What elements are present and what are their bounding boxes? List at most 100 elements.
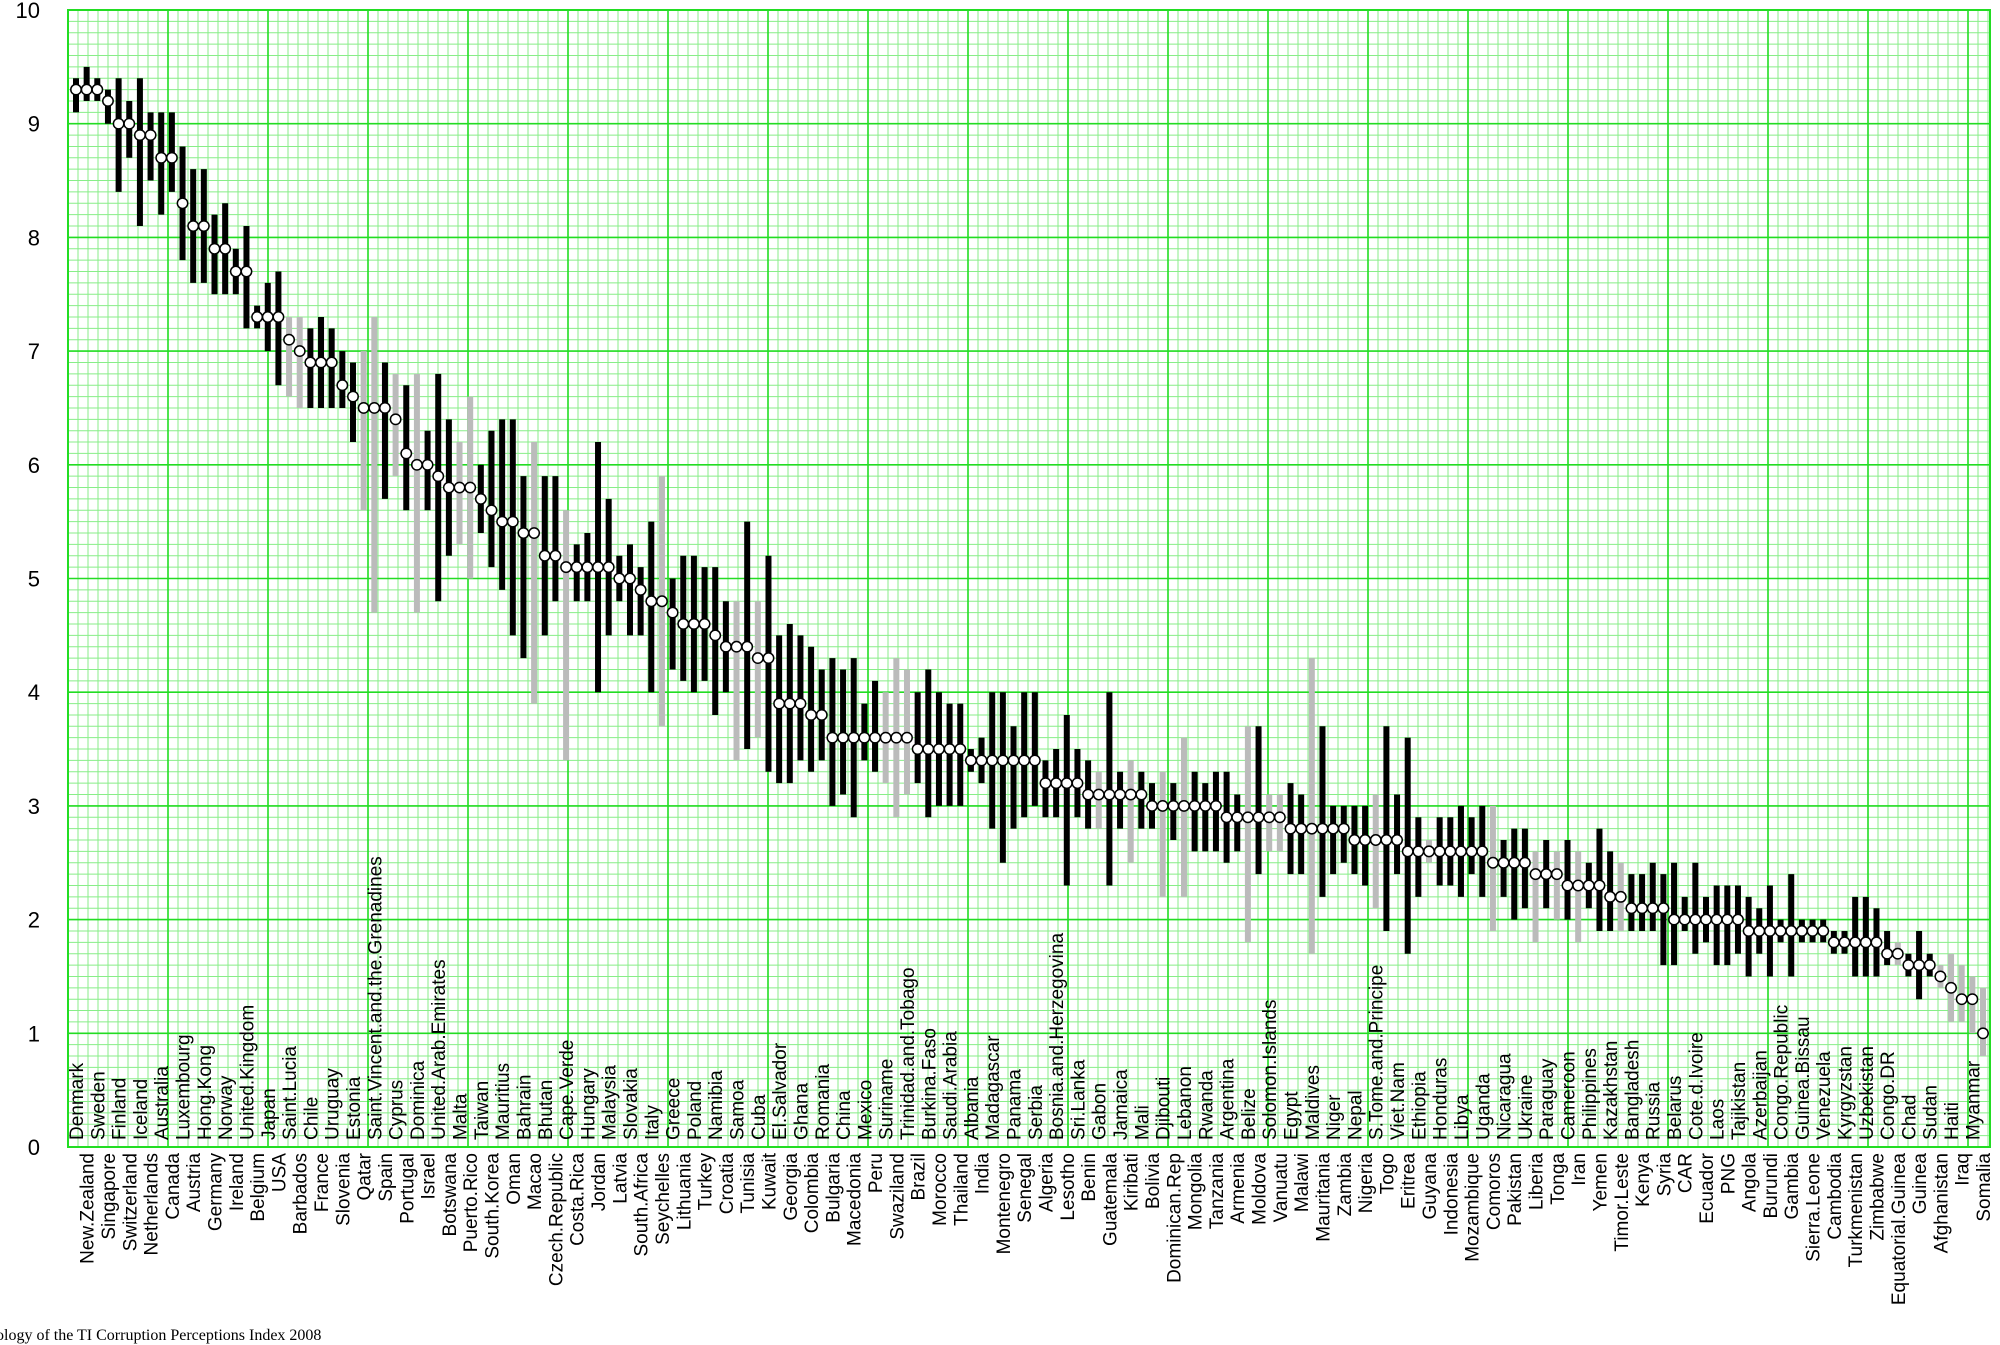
score-marker xyxy=(1220,811,1233,824)
score-marker xyxy=(102,95,114,107)
score-marker xyxy=(1902,959,1915,972)
country-label: PNG xyxy=(1718,1153,1739,1194)
country-label: Mauritania xyxy=(1313,1153,1334,1242)
score-marker xyxy=(1369,834,1382,846)
y-tick-label: 8 xyxy=(28,225,40,250)
score-marker xyxy=(1263,811,1276,824)
score-markers xyxy=(70,83,1989,1040)
country-label: Burkina.Faso xyxy=(919,1028,940,1140)
y-tick-label: 6 xyxy=(28,453,40,478)
score-marker xyxy=(400,447,413,460)
country-label: Italy xyxy=(642,1105,663,1140)
country-label: Bolivia xyxy=(1143,1153,1164,1209)
score-marker xyxy=(442,481,455,494)
country-label: India xyxy=(973,1153,994,1195)
country-label: Kazakhstan xyxy=(1601,1041,1622,1140)
score-marker xyxy=(1178,799,1190,812)
score-marker xyxy=(730,640,743,653)
country-label: Cape.Verde xyxy=(557,1040,578,1140)
score-marker xyxy=(890,731,903,744)
score-marker xyxy=(858,731,871,744)
score-marker xyxy=(123,117,136,130)
country-label: Nepal xyxy=(1345,1090,1366,1140)
y-tick-label: 1 xyxy=(28,1021,40,1046)
score-marker xyxy=(1742,925,1755,937)
country-label: Algeria xyxy=(1036,1153,1057,1213)
score-marker xyxy=(1273,811,1286,824)
country-label: Tajikistan xyxy=(1729,1062,1750,1140)
country-label: Sudan xyxy=(1921,1085,1942,1140)
country-label: Panama xyxy=(1005,1069,1026,1140)
score-marker xyxy=(315,356,327,369)
country-label: Estonia xyxy=(344,1076,365,1140)
country-label: Colombia xyxy=(802,1153,823,1234)
score-marker xyxy=(1465,845,1478,858)
score-marker xyxy=(453,481,466,494)
country-label: S.Tome.and.Principe xyxy=(1367,965,1388,1140)
score-marker xyxy=(1060,777,1073,790)
country-label: Belarus xyxy=(1665,1076,1686,1140)
country-label: Austria xyxy=(184,1153,205,1213)
country-label: Chad xyxy=(1899,1095,1920,1140)
score-marker xyxy=(155,151,168,164)
score-marker xyxy=(1071,777,1084,790)
country-label: Namibia xyxy=(706,1070,727,1140)
country-label: Macao xyxy=(525,1153,546,1210)
country-label: Congo.DR xyxy=(1878,1051,1899,1140)
country-label: Portugal xyxy=(397,1153,418,1224)
country-label: Syria xyxy=(1654,1153,1675,1197)
country-label: Zambia xyxy=(1335,1153,1356,1217)
country-label: Bhutan xyxy=(536,1080,557,1140)
country-label: Haiti xyxy=(1942,1102,1963,1140)
country-label: Mozambique xyxy=(1463,1153,1484,1262)
country-label: Laos xyxy=(1708,1099,1729,1140)
score-marker xyxy=(1295,822,1308,835)
country-label: Equatorial.Guinea xyxy=(1889,1153,1910,1306)
country-label: Dominican.Rep xyxy=(1164,1153,1185,1283)
score-marker xyxy=(1241,811,1254,824)
country-label: Uzbekistan xyxy=(1857,1046,1878,1140)
country-label: Uruguay xyxy=(323,1068,344,1140)
score-marker xyxy=(528,527,541,539)
country-label: Burundi xyxy=(1761,1153,1782,1219)
score-marker xyxy=(1636,902,1649,915)
country-label: Cameroon xyxy=(1559,1051,1580,1140)
country-label: Gabon xyxy=(1090,1083,1111,1140)
score-marker xyxy=(112,117,125,130)
score-marker xyxy=(1668,913,1680,926)
score-marker xyxy=(496,515,509,528)
score-marker xyxy=(1486,856,1499,869)
score-marker xyxy=(1646,902,1659,915)
score-marker xyxy=(1146,799,1158,812)
score-marker xyxy=(602,561,615,574)
score-marker xyxy=(805,708,818,721)
score-marker xyxy=(293,345,306,358)
score-marker xyxy=(1923,959,1936,972)
country-label: Vanuatu xyxy=(1271,1153,1292,1222)
country-label: Bangladesh xyxy=(1622,1040,1643,1140)
country-label: Lithuania xyxy=(674,1153,695,1231)
score-marker xyxy=(336,379,349,392)
score-marker xyxy=(1593,879,1606,892)
score-marker xyxy=(1561,879,1574,892)
score-marker xyxy=(1763,925,1776,937)
y-tick-label: 10 xyxy=(16,0,40,23)
country-label: Japan xyxy=(259,1088,280,1140)
country-label: El.Salvador xyxy=(770,1042,791,1140)
score-marker xyxy=(133,129,146,142)
score-marker xyxy=(1657,902,1670,915)
score-marker xyxy=(922,743,935,755)
score-marker xyxy=(1614,890,1627,903)
country-label: Saint.Lucia xyxy=(280,1046,301,1140)
score-marker xyxy=(741,640,754,653)
country-label: Costa.Rica xyxy=(568,1153,589,1246)
country-label: Congo.Republic xyxy=(1772,1005,1793,1140)
country-label: Djibouti xyxy=(1154,1077,1175,1140)
country-label: Tanzania xyxy=(1207,1153,1228,1229)
country-label: Tunisia xyxy=(738,1153,759,1214)
score-marker xyxy=(538,549,551,562)
country-label: Israel xyxy=(419,1153,440,1199)
country-label: Serbia xyxy=(1026,1085,1047,1140)
country-label: Ethiopia xyxy=(1409,1071,1430,1140)
country-label: Angola xyxy=(1740,1153,1761,1213)
